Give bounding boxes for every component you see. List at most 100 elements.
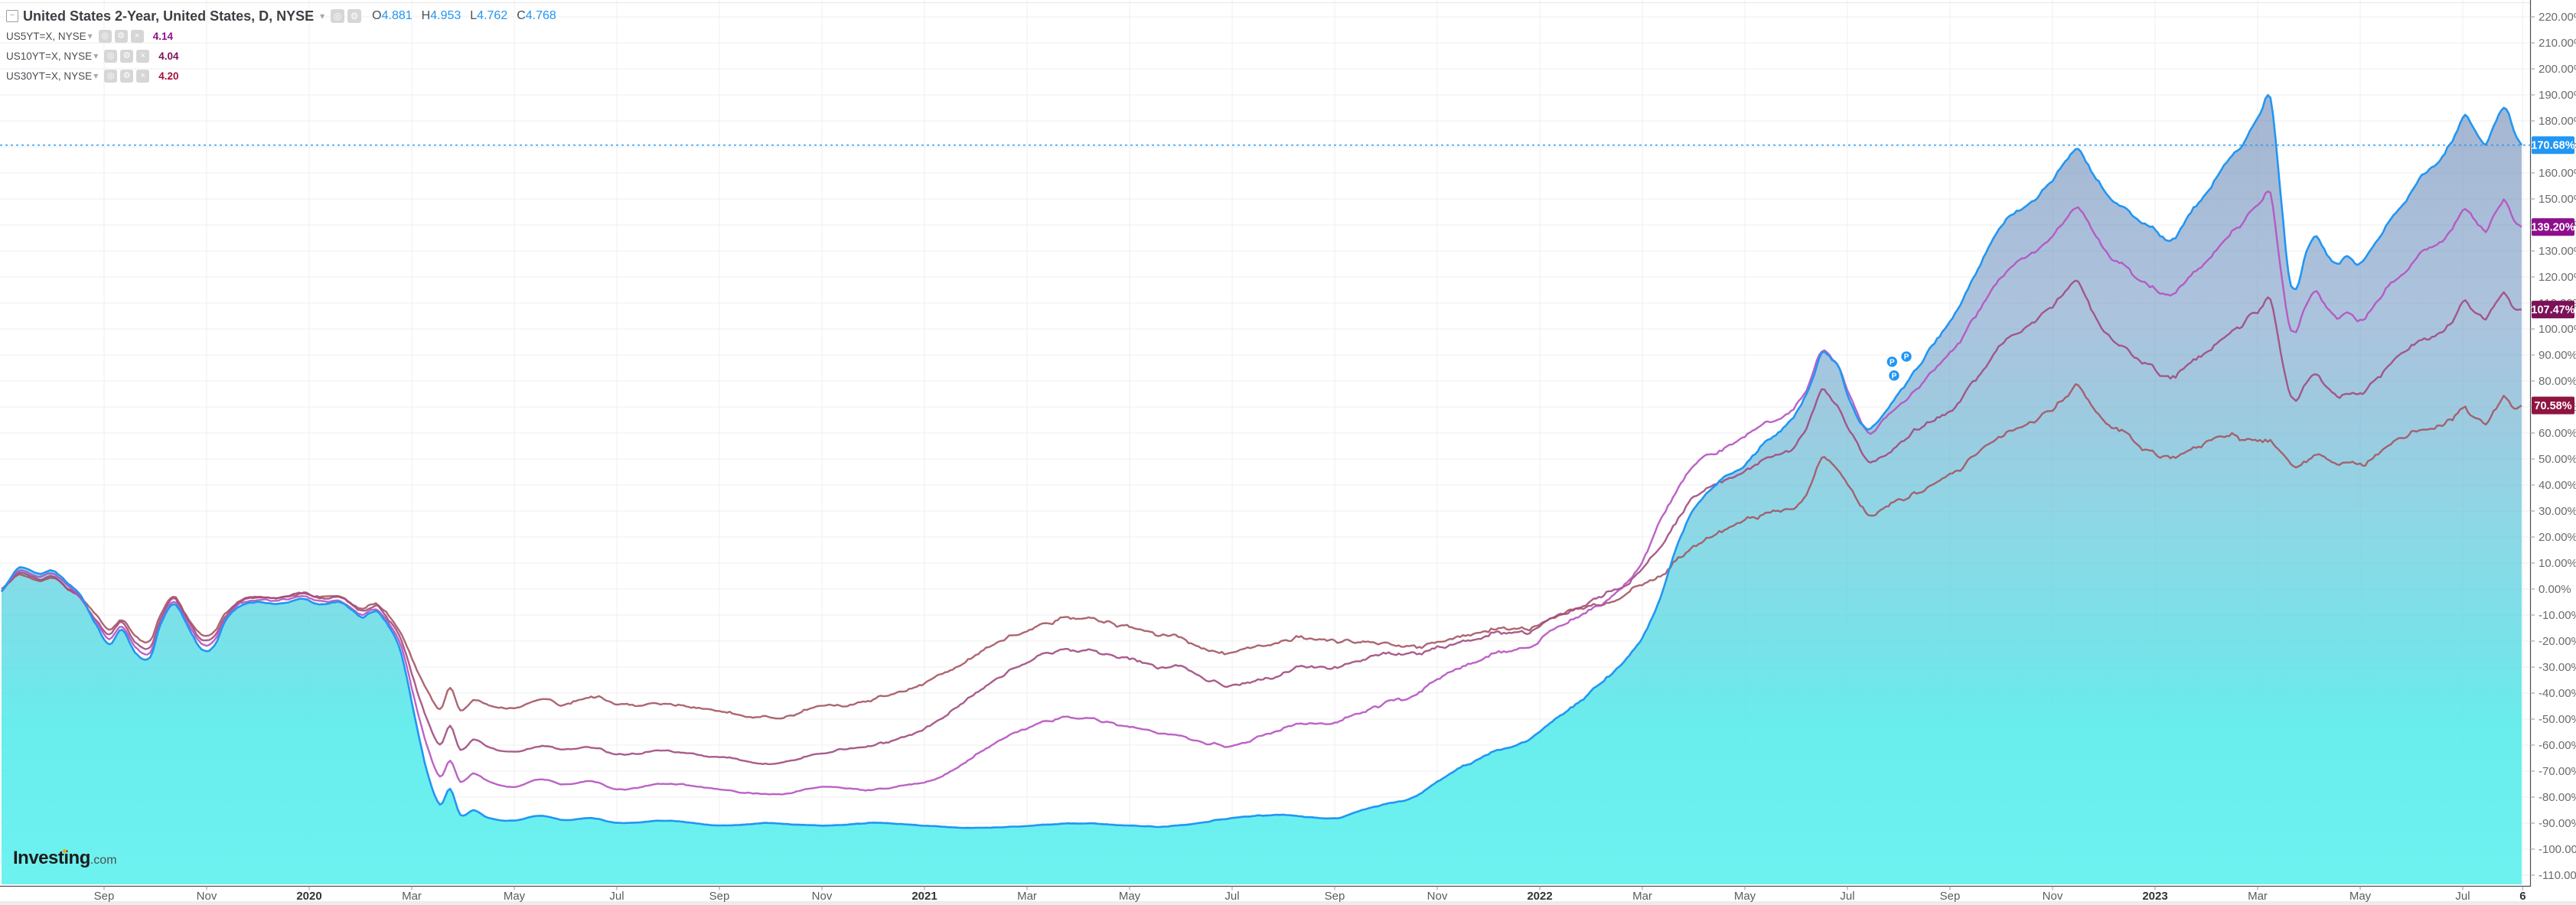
bottom-strip — [0, 901, 2576, 905]
svg-text:-30.00%: -30.00% — [2539, 661, 2576, 674]
gear-icon[interactable]: ⚙ — [347, 9, 362, 23]
visibility-icon[interactable]: ◎ — [331, 9, 345, 23]
gear-icon[interactable]: ⚙ — [120, 69, 134, 83]
compare-symbol-label[interactable]: US5YT=X, NYSE — [6, 30, 86, 42]
compare-last-value: 4.14 — [152, 30, 173, 42]
logo-tld: .com — [90, 854, 117, 867]
chevron-down-icon[interactable]: ▾ — [87, 31, 93, 41]
svg-text:P: P — [1890, 358, 1895, 366]
svg-text:60.00%: 60.00% — [2539, 427, 2576, 440]
visibility-icon[interactable]: ◎ — [104, 69, 118, 83]
svg-text:P: P — [1904, 353, 1909, 362]
compare-symbol-label[interactable]: US30YT=X, NYSE — [6, 70, 93, 82]
legend: − United States 2-Year, United States, D… — [6, 6, 566, 86]
chevron-down-icon[interactable]: ▾ — [320, 11, 325, 21]
svg-text:Nov: Nov — [2043, 890, 2063, 903]
low-value: 4.762 — [477, 9, 508, 22]
svg-text:-40.00%: -40.00% — [2539, 687, 2576, 700]
svg-text:Sep: Sep — [1325, 890, 1345, 903]
svg-text:Nov: Nov — [812, 890, 833, 903]
close-icon[interactable]: × — [130, 29, 144, 43]
p-marker[interactable]: P — [1887, 369, 1901, 383]
svg-text:30.00%: 30.00% — [2539, 505, 2576, 518]
svg-text:May: May — [504, 890, 526, 903]
main-symbol-title[interactable]: United States 2-Year, United States, D, … — [23, 8, 315, 24]
svg-text:-70.00%: -70.00% — [2539, 765, 2576, 778]
svg-text:2020: 2020 — [296, 890, 321, 903]
svg-text:10.00%: 10.00% — [2539, 557, 2576, 570]
svg-text:139.20%: 139.20% — [2531, 222, 2574, 234]
svg-text:190.00%: 190.00% — [2539, 89, 2576, 102]
svg-text:Mar: Mar — [402, 890, 422, 903]
svg-text:-50.00%: -50.00% — [2539, 713, 2576, 726]
close-value: 4.768 — [525, 9, 556, 22]
price-badge-US5YT=X: 139.20% — [2531, 218, 2575, 236]
series-layer — [0, 94, 2523, 884]
svg-text:20.00%: 20.00% — [2539, 531, 2576, 544]
chevron-down-icon[interactable]: ▾ — [93, 50, 99, 61]
svg-text:-80.00%: -80.00% — [2539, 791, 2576, 804]
svg-text:-90.00%: -90.00% — [2539, 817, 2576, 830]
price-badge-US10YT=X: 107.47% — [2531, 301, 2575, 319]
visibility-icon[interactable]: ◎ — [104, 49, 118, 63]
svg-text:170.68%: 170.68% — [2531, 140, 2574, 152]
compare-symbol-label[interactable]: US10YT=X, NYSE — [6, 50, 93, 62]
price-scale[interactable]: -110.00% -100.00% -90.00% -80.00% -70.00% -60… — [2529, 0, 2576, 887]
svg-text:May: May — [2349, 890, 2372, 903]
svg-text:0.00%: 0.00% — [2539, 583, 2571, 596]
svg-text:Nov: Nov — [1427, 890, 1448, 903]
logo-text: Investing — [13, 848, 90, 868]
svg-text:40.00%: 40.00% — [2539, 479, 2576, 492]
p-marker[interactable]: P — [1885, 355, 1899, 369]
svg-text:107.47%: 107.47% — [2531, 304, 2574, 317]
p-markers: PPP — [1885, 350, 1913, 383]
series-US10YT=X-line — [1, 279, 2522, 766]
main-symbol-row: − United States 2-Year, United States, D… — [6, 6, 566, 26]
svg-text:Jul: Jul — [2455, 890, 2470, 903]
svg-text:2023: 2023 — [2142, 890, 2167, 903]
compare-row-us30yt: US30YT=X, NYSE ▾ ◎ ⚙ × 4.20 — [6, 66, 566, 86]
svg-text:2021: 2021 — [911, 890, 937, 903]
svg-text:160.00%: 160.00% — [2539, 167, 2576, 180]
svg-text:Jul: Jul — [609, 890, 624, 903]
close-icon[interactable]: × — [136, 49, 150, 63]
svg-text:120.00%: 120.00% — [2539, 271, 2576, 284]
logo-i-dot — [63, 849, 67, 853]
compare-row-us5yt: US5YT=X, NYSE ▾ ◎ ⚙ × 4.14 — [6, 26, 566, 46]
investing-logo: Investing.com — [13, 848, 117, 869]
svg-text:-10.00%: -10.00% — [2539, 609, 2576, 622]
gear-icon[interactable]: ⚙ — [114, 29, 128, 43]
svg-text:6: 6 — [2519, 890, 2525, 903]
svg-text:-100.00%: -100.00% — [2539, 843, 2576, 856]
svg-text:Sep: Sep — [1940, 890, 1961, 903]
svg-text:180.00%: 180.00% — [2539, 115, 2576, 128]
svg-text:Mar: Mar — [2248, 890, 2268, 903]
series-US30YT=X-line — [1, 383, 2522, 720]
svg-text:May: May — [1734, 890, 1756, 903]
compare-row-us10yt: US10YT=X, NYSE ▾ ◎ ⚙ × 4.04 — [6, 46, 566, 66]
price-badge-US30YT=X: 70.58% — [2532, 396, 2574, 415]
svg-text:90.00%: 90.00% — [2539, 349, 2576, 362]
svg-text:150.00%: 150.00% — [2539, 193, 2576, 206]
svg-text:70.58%: 70.58% — [2534, 400, 2571, 412]
svg-text:2022: 2022 — [1527, 890, 1552, 903]
chevron-down-icon[interactable]: ▾ — [93, 70, 99, 81]
time-scale[interactable]: Sep Nov 2020 Mar May Jul Sep Nov 2021 Mar May Jul Se… — [0, 885, 2531, 903]
svg-text:50.00%: 50.00% — [2539, 453, 2576, 466]
svg-text:220.00%: 220.00% — [2539, 11, 2576, 24]
p-marker[interactable]: P — [1899, 350, 1913, 363]
svg-text:210.00%: 210.00% — [2539, 37, 2576, 50]
visibility-icon[interactable]: ◎ — [98, 29, 112, 43]
svg-text:Nov: Nov — [197, 890, 217, 903]
compare-last-value: 4.04 — [158, 50, 179, 62]
svg-text:Sep: Sep — [94, 890, 115, 903]
svg-text:P: P — [1892, 372, 1897, 380]
collapse-pane-icon[interactable]: − — [6, 10, 18, 22]
svg-text:Mar: Mar — [1632, 890, 1652, 903]
svg-text:Mar: Mar — [1017, 890, 1037, 903]
svg-text:Jul: Jul — [1224, 890, 1239, 903]
gear-icon[interactable]: ⚙ — [120, 49, 134, 63]
close-icon[interactable]: × — [136, 69, 150, 83]
